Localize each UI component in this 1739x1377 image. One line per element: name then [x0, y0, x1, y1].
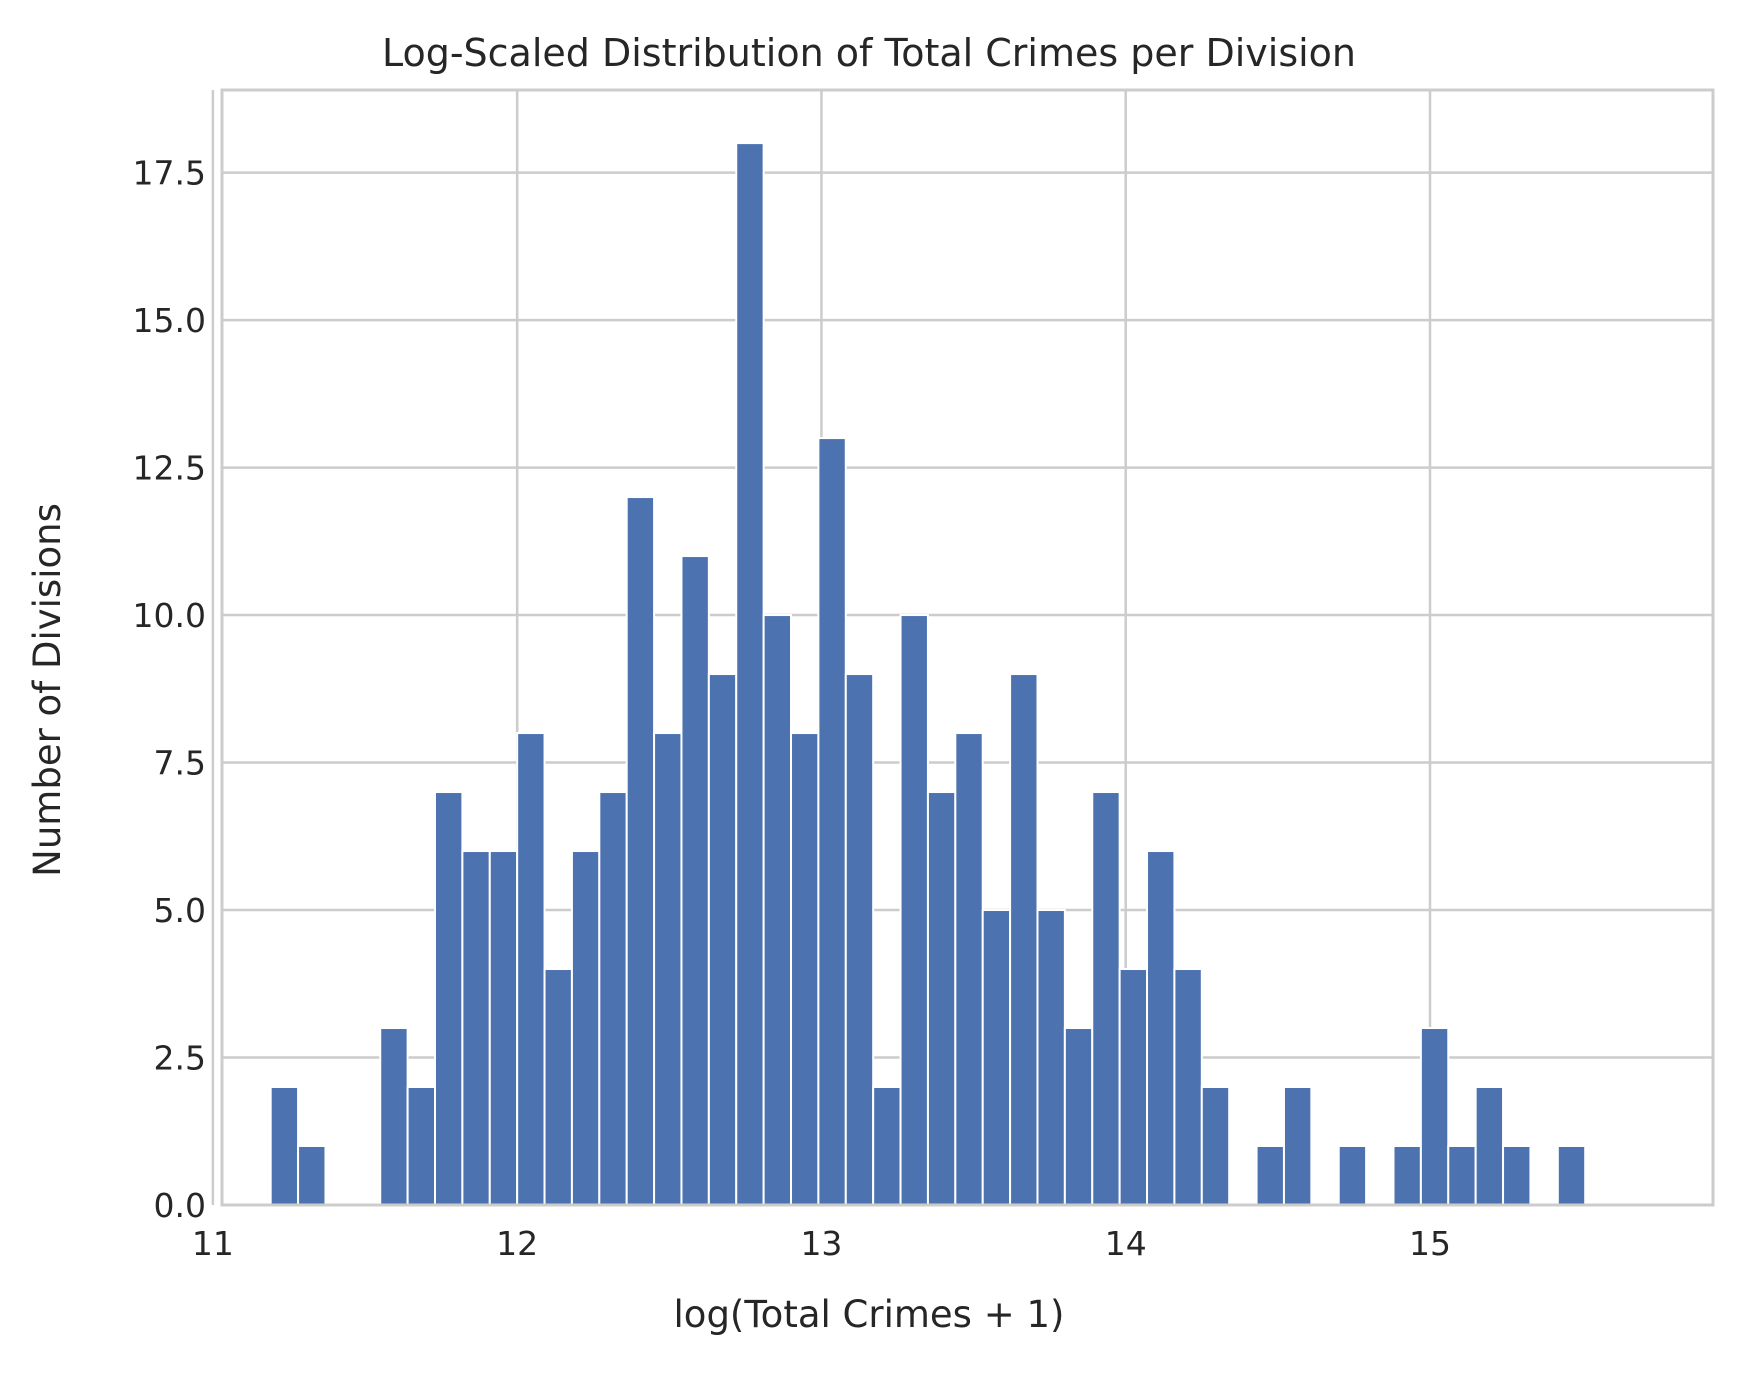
x-tick-label: 13: [800, 1224, 842, 1263]
x-tick-label: 12: [496, 1224, 538, 1263]
histogram-bar: [1091, 791, 1121, 1206]
histogram-bar: [790, 732, 820, 1207]
y-tick-label: 2.5: [154, 1039, 206, 1078]
histogram-bar: [1118, 968, 1149, 1207]
histogram-bar: [1447, 1145, 1477, 1206]
histogram-bar: [899, 614, 929, 1206]
histogram-bar: [1146, 850, 1176, 1206]
histogram-bar: [625, 496, 656, 1207]
histogram-bars: [269, 142, 1587, 1207]
histogram-bar: [1200, 1086, 1231, 1207]
x-tick-label: 15: [1409, 1224, 1451, 1263]
histogram-bar: [735, 142, 765, 1207]
x-axis-label: log(Total Crimes + 1): [674, 1293, 1065, 1336]
histogram-bar: [1063, 1027, 1094, 1206]
histogram-bar: [1282, 1086, 1313, 1207]
histogram-bar: [434, 791, 464, 1206]
histogram-bar: [379, 1027, 409, 1206]
histogram-bar: [653, 732, 683, 1207]
histogram-bar: [844, 673, 875, 1206]
histogram-bar: [269, 1086, 300, 1207]
histogram-bar: [598, 791, 628, 1206]
x-tick-label: 14: [1105, 1224, 1147, 1263]
histogram-bar: [1255, 1145, 1285, 1206]
histogram-bar: [680, 555, 710, 1206]
y-tick-label: 10.0: [133, 596, 206, 635]
histogram-bar: [762, 614, 793, 1206]
histogram-bar: [406, 1086, 437, 1207]
histogram-bar: [570, 850, 601, 1206]
histogram-bar: [1556, 1145, 1587, 1206]
y-tick-label: 5.0: [154, 891, 206, 930]
histogram-bar: [707, 673, 738, 1206]
tick-labels: 0.0 2.5 5.0 7.5 10.0 12.5 15.0 17.5 11 12 13 14 15: [133, 154, 1451, 1263]
histogram-bar: [461, 850, 491, 1206]
y-tick-label: 12.5: [133, 449, 206, 488]
plot-frame: [220, 88, 1715, 1207]
histogram-bar: [1173, 968, 1203, 1207]
histogram-bar: [1337, 1145, 1368, 1206]
histogram-bar: [297, 1145, 327, 1206]
histogram-bar: [1419, 1027, 1450, 1206]
histogram-bar: [926, 791, 957, 1206]
histogram-bar: [1036, 909, 1066, 1206]
histogram-bar: [488, 850, 519, 1206]
chart-title: Log-Scaled Distribution of Total Crimes …: [382, 31, 1356, 75]
histogram-bar: [872, 1086, 902, 1207]
y-tick-label: 15.0: [133, 301, 206, 340]
x-tick-label: 11: [192, 1224, 234, 1263]
histogram-bar: [1474, 1086, 1505, 1207]
y-tick-label: 0.0: [154, 1186, 206, 1225]
histogram-bar: [516, 732, 546, 1207]
y-axis-label: Number of Divisions: [26, 503, 69, 877]
histogram-bar: [543, 968, 573, 1207]
histogram-bar: [1502, 1145, 1532, 1206]
histogram-bar: [1009, 673, 1039, 1206]
histogram-bar: [954, 732, 984, 1207]
histogram-bar: [1392, 1145, 1422, 1206]
y-tick-label: 7.5: [154, 744, 206, 783]
y-tick-label: 17.5: [133, 154, 206, 193]
histogram-bar: [981, 909, 1012, 1206]
histogram-bar: [817, 437, 847, 1206]
